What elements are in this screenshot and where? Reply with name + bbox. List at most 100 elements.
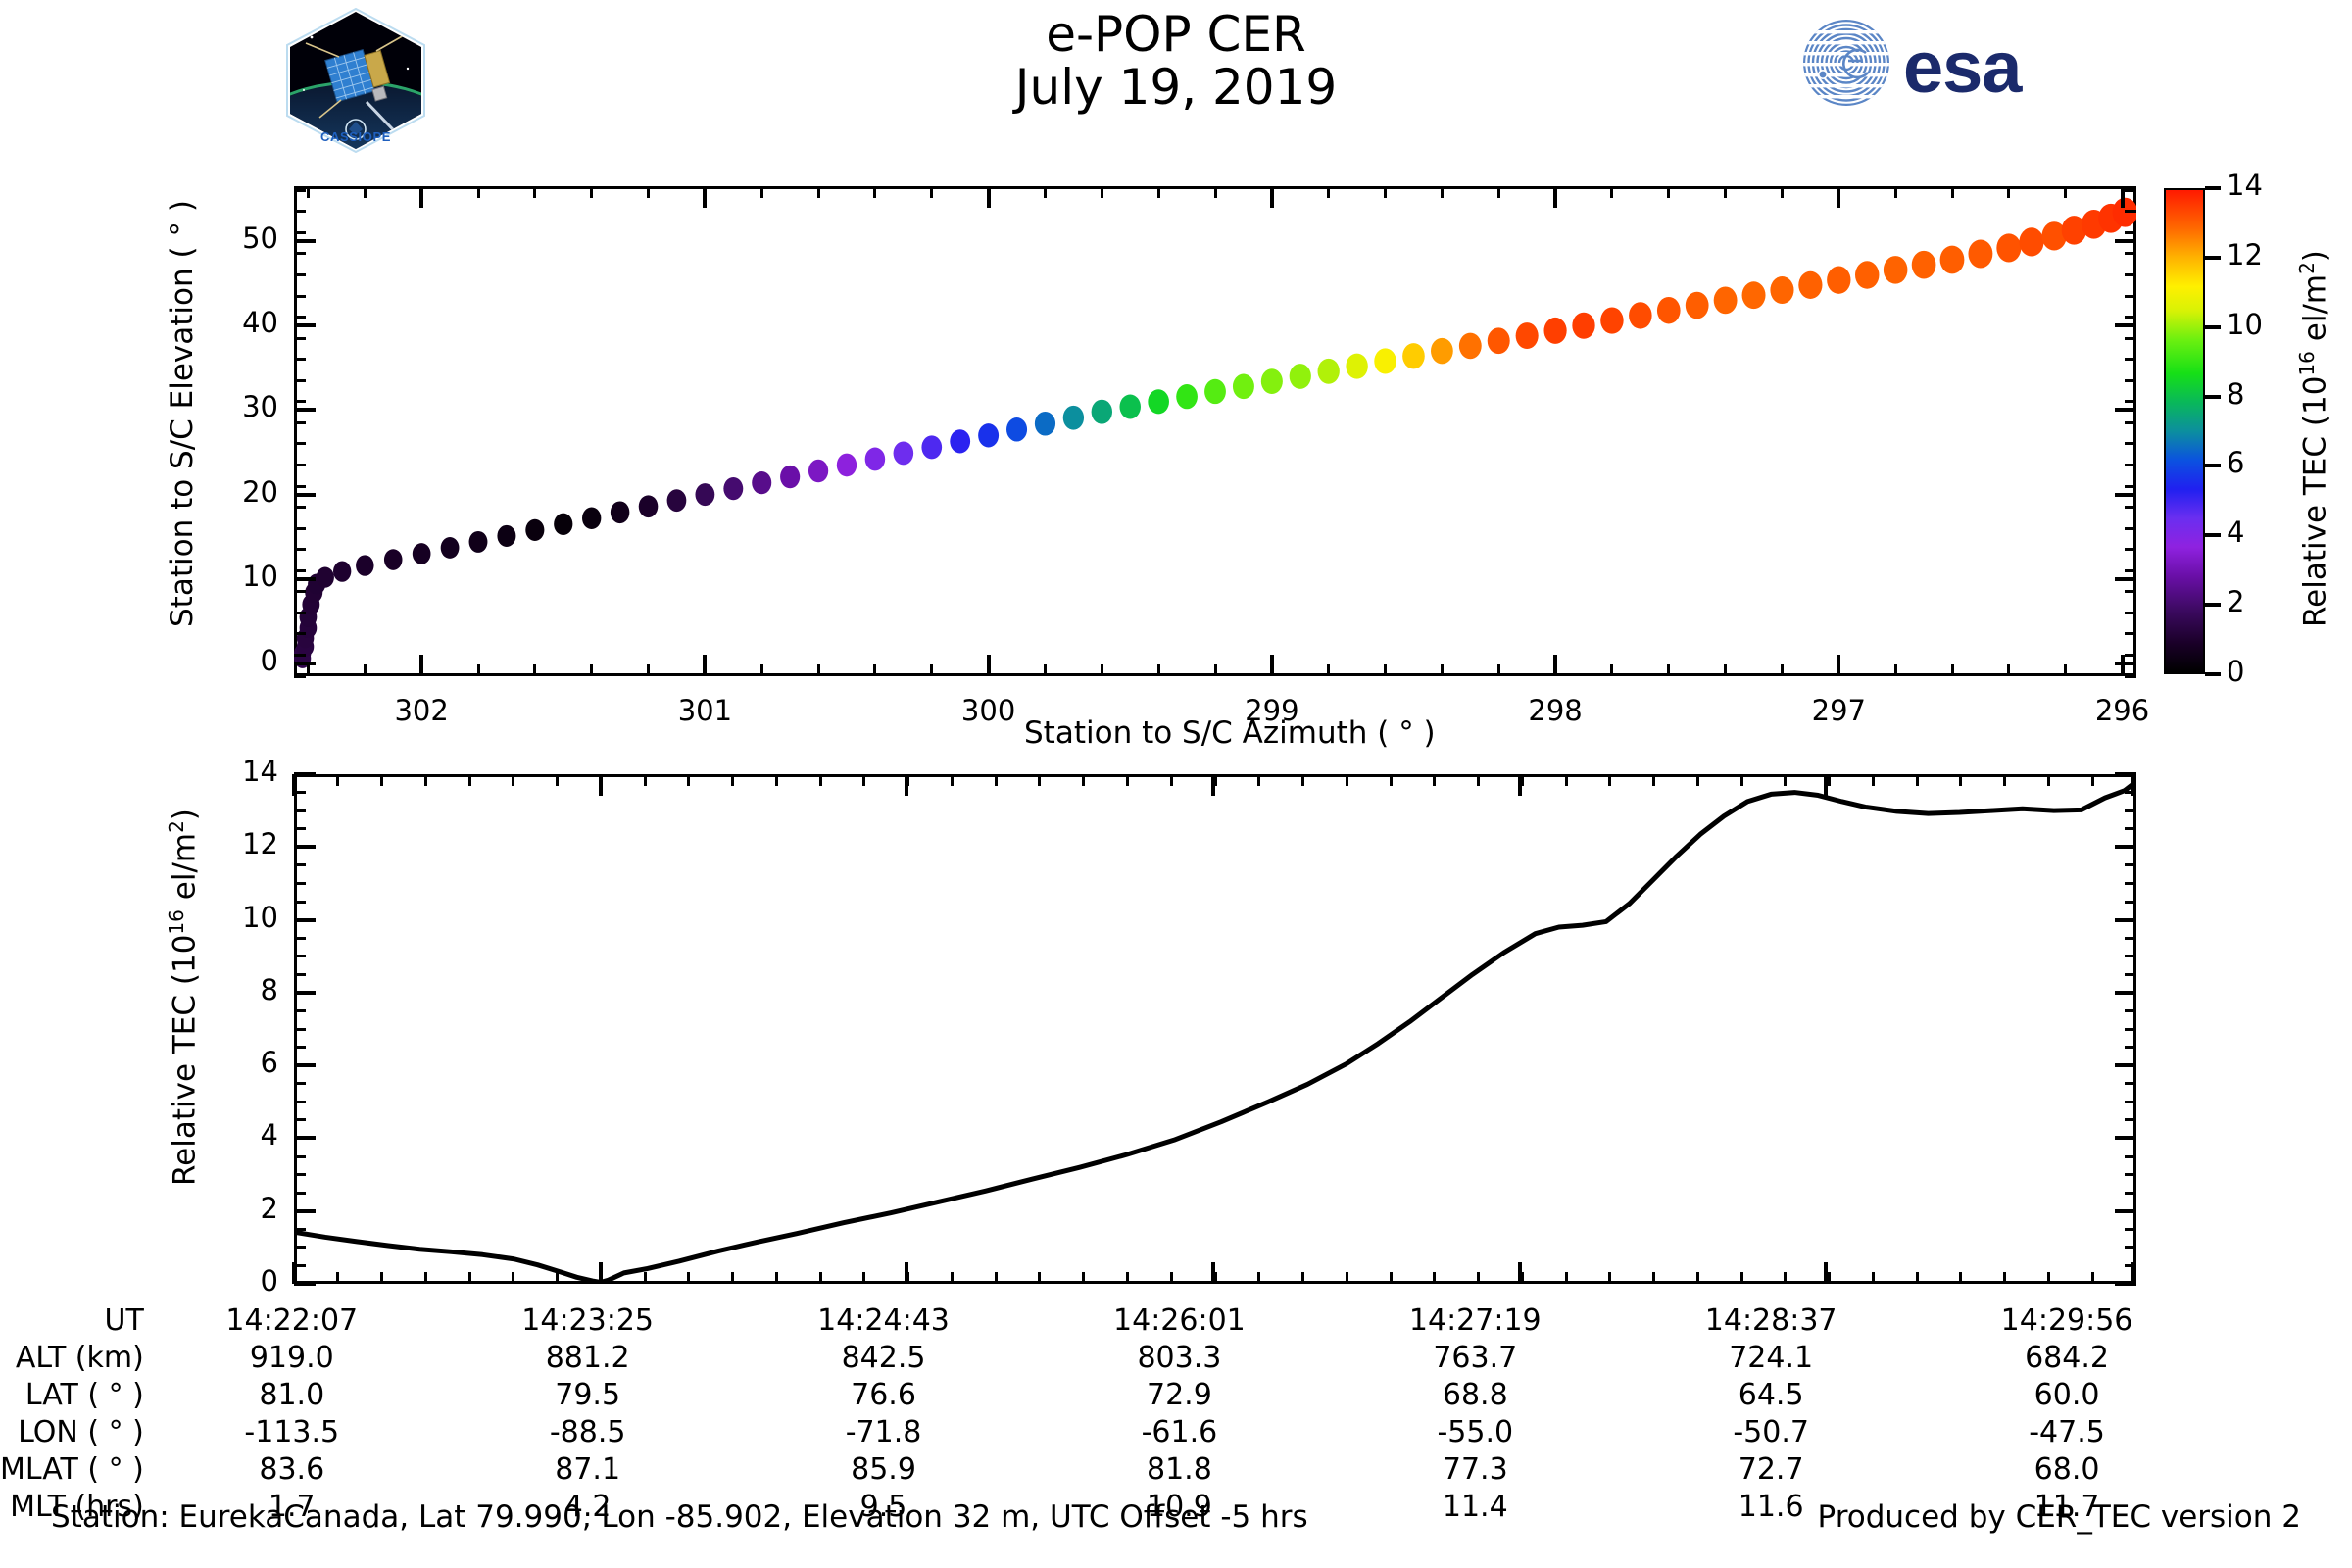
- axis-tick: [1667, 186, 1671, 198]
- table-cell: 14:29:56: [2000, 1303, 2133, 1338]
- axis-tick: [292, 774, 296, 796]
- axis-tick: [1210, 774, 1215, 796]
- axis-tick: [2125, 1100, 2136, 1103]
- axis-tick: [294, 294, 306, 298]
- axis-tick: [1043, 186, 1047, 198]
- scatter-point: [1827, 266, 1851, 294]
- axis-tick: [1724, 186, 1728, 198]
- axis-tick: [1038, 1272, 1042, 1284]
- axis-tick: [2125, 188, 2136, 192]
- axis-tick: [816, 186, 820, 198]
- axis-tick-label: 2: [260, 1191, 278, 1225]
- figure-header: CASSIOPE e-POP CER July 19, 2019: [0, 0, 2352, 162]
- table-cell: -55.0: [1437, 1415, 1514, 1449]
- scatter-point: [2112, 197, 2136, 227]
- scatter-point: [383, 549, 403, 570]
- axis-tick: [760, 186, 763, 198]
- axis-tick: [1257, 1272, 1261, 1284]
- axis-tick: [1740, 1272, 1743, 1284]
- axis-tick-label: 20: [242, 474, 278, 509]
- axis-tick: [643, 774, 647, 786]
- axis-tick: [687, 774, 691, 786]
- axis-tick: [294, 1008, 306, 1012]
- axis-tick-label: 0: [260, 1264, 278, 1298]
- axis-tick: [294, 662, 316, 666]
- axis-tick-label: 2: [2227, 585, 2245, 619]
- axis-tick-label: 8: [260, 972, 278, 1006]
- axis-tick: [294, 1191, 306, 1195]
- axis-tick: [1125, 774, 1129, 786]
- page-subtitle-date: July 19, 2019: [1014, 59, 1338, 116]
- axis-tick: [1824, 1262, 1829, 1284]
- axis-tick: [2120, 186, 2125, 208]
- table-row: LON ( ° ) -113.5 -88.5 -71.8 -61.6 -55.0 -50.7…: [0, 1415, 2215, 1452]
- axis-tick: [2115, 576, 2136, 581]
- axis-tick: [2125, 420, 2136, 424]
- axis-tick: [380, 1272, 384, 1284]
- axis-tick: [1301, 774, 1305, 786]
- tec-line-series: [294, 778, 2136, 1284]
- axis-tick: [294, 442, 306, 446]
- axis-tick: [2205, 186, 2221, 190]
- axis-tick: [2125, 1154, 2136, 1158]
- axis-tick: [467, 774, 471, 786]
- table-cell: 68.8: [1442, 1378, 1508, 1412]
- axis-tick: [294, 548, 306, 552]
- table-cell: 87.1: [555, 1452, 621, 1487]
- scatter-point: [1996, 233, 2022, 263]
- axis-tick-label: 30: [242, 390, 278, 424]
- scatter-point: [1798, 270, 1823, 299]
- axis-tick: [294, 881, 306, 885]
- scatter-point: [1260, 368, 1283, 394]
- axis-tick: [294, 827, 306, 831]
- axis-tick: [2205, 672, 2221, 676]
- scatter-point: [1148, 389, 1169, 415]
- axis-tick: [950, 774, 954, 786]
- axis-tick: [731, 1272, 735, 1284]
- table-cell: 14:26:01: [1113, 1303, 1246, 1338]
- axis-tick: [1213, 664, 1217, 676]
- axis-tick: [2125, 230, 2136, 234]
- axis-tick: [294, 506, 306, 510]
- axis-tick: [294, 972, 306, 976]
- scatter-point: [1062, 405, 1085, 430]
- axis-tick: [1828, 774, 1832, 786]
- axis-tick: [1496, 664, 1500, 676]
- axis-tick: [950, 1272, 954, 1284]
- axis-tick-label: 40: [242, 306, 278, 340]
- axis-tick: [873, 186, 877, 198]
- scatter-point: [2061, 216, 2087, 245]
- axis-tick-label: 10: [242, 900, 278, 934]
- table-cell: 79.5: [555, 1378, 621, 1412]
- axis-tick: [2115, 239, 2136, 244]
- scatter-point: [1600, 307, 1624, 334]
- axis-tick: [294, 990, 316, 995]
- axis-tick: [2064, 664, 2068, 676]
- axis-tick: [2125, 358, 2136, 362]
- scatter-point: [1232, 373, 1254, 400]
- axis-tick: [1384, 664, 1388, 676]
- axis-tick: [2205, 533, 2221, 538]
- producer-footer: Produced by CER_TEC version 2: [1817, 1499, 2301, 1535]
- scatter-point: [1713, 286, 1738, 315]
- axis-tick: [2115, 1063, 2136, 1068]
- axis-tick: [2205, 464, 2221, 468]
- axis-tick: [467, 1272, 471, 1284]
- axis-tick: [1100, 664, 1103, 676]
- axis-tick: [294, 1136, 316, 1141]
- axis-tick-label: 0: [2227, 655, 2245, 688]
- axis-tick: [1780, 664, 1784, 676]
- axis-tick: [930, 664, 934, 676]
- ephemeris-table: UT 14:22:07 14:23:25 14:24:43 14:26:01 14:27:…: [0, 1303, 2215, 1527]
- table-cell: 10.9: [1146, 1490, 1212, 1524]
- axis-tick: [590, 664, 594, 676]
- axis-tick: [423, 774, 427, 786]
- axis-tick: [2090, 1272, 2094, 1284]
- scatter-point: [1204, 378, 1226, 405]
- axis-tick: [533, 664, 537, 676]
- axis-tick: [1520, 774, 1524, 786]
- axis-tick: [1213, 1272, 1217, 1284]
- axis-tick: [1837, 655, 1841, 676]
- table-cell: 4.2: [564, 1490, 612, 1524]
- scatter-point: [1346, 353, 1368, 379]
